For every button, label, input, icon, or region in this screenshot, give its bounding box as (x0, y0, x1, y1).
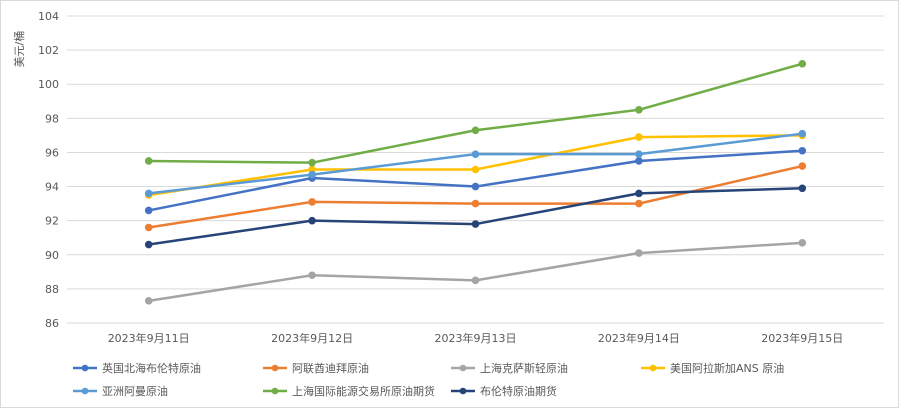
legend-swatch-marker (81, 387, 89, 395)
data-point (144, 157, 153, 165)
legend-label: 英国北海布伦特原油 (102, 361, 201, 375)
data-point (308, 216, 316, 225)
y-tick-label: 94 (45, 181, 59, 194)
legend-item: 阿联酋迪拜原油 (263, 361, 369, 375)
data-point (635, 189, 643, 198)
legend-swatch-marker (271, 364, 279, 372)
series-5 (144, 129, 807, 198)
data-point (798, 162, 807, 170)
legend-label: 阿联酋迪拜原油 (292, 361, 369, 375)
data-point (308, 158, 316, 167)
data-point (144, 189, 153, 198)
data-point (798, 239, 807, 247)
y-tick-label: 90 (45, 249, 59, 262)
legend: 英国北海布伦特原油 阿联酋迪拜原油 上海克萨斯轻原油 美国阿拉斯加ANS 原油亚洲阿曼… (73, 361, 784, 398)
legend-label: 亚洲阿曼原油 (102, 384, 168, 398)
data-point (635, 199, 643, 208)
y-tick-label: 86 (45, 317, 59, 330)
x-tick-label: 2023年9月14日 (598, 331, 680, 345)
data-point (798, 129, 807, 138)
legend-item: 上海克萨斯轻原油 (451, 361, 568, 375)
data-point (144, 240, 153, 249)
data-point (471, 150, 480, 158)
series-line (148, 62, 803, 164)
series-line (148, 241, 803, 303)
data-point (635, 249, 643, 257)
data-point (635, 133, 643, 141)
data-point (471, 165, 480, 174)
legend-item: 英国北海布伦特原油 (73, 361, 201, 375)
data-point (471, 126, 480, 135)
data-point (144, 223, 153, 232)
legend-swatch-marker (271, 387, 279, 395)
data-point (635, 106, 643, 114)
series-3 (144, 239, 807, 305)
legend-item: 亚洲阿曼原油 (73, 384, 168, 398)
data-point (144, 297, 153, 305)
legend-label: 美国阿拉斯加ANS 原油 (670, 361, 784, 375)
x-tick-label: 2023年9月13日 (435, 331, 517, 345)
data-point (308, 198, 316, 206)
series-line (148, 187, 803, 246)
data-point (471, 182, 480, 191)
y-tick-label: 96 (45, 146, 59, 159)
data-point (471, 276, 480, 285)
x-tick-label: 2023年9月15日 (761, 331, 843, 345)
y-axis-label: 美元/桶 (12, 31, 26, 68)
legend-swatch-marker (81, 364, 89, 372)
series-6 (144, 59, 807, 167)
series-line (148, 164, 803, 229)
data-point (471, 220, 480, 228)
legend-swatch-marker (649, 364, 657, 372)
data-point (635, 157, 643, 165)
series-1 (144, 146, 807, 215)
y-tick-label: 92 (45, 215, 59, 228)
data-point (798, 184, 807, 193)
y-tick-label: 102 (38, 44, 59, 57)
legend-label: 上海克萨斯轻原油 (480, 361, 568, 375)
x-axis-ticks: 2023年9月11日 2023年9月12日 2023年9月13日 2023年9月14日… (108, 331, 844, 345)
data-point (798, 146, 807, 155)
series-group (144, 59, 807, 305)
legend-label: 布伦特原油期货 (480, 384, 557, 398)
x-tick-label: 2023年9月12日 (271, 331, 353, 345)
data-point (471, 199, 480, 208)
legend-item: 上海国际能源交易所原油期货 (263, 384, 435, 398)
data-point (798, 59, 807, 68)
legend-swatch-marker (459, 364, 467, 372)
legend-swatch-marker (459, 387, 467, 395)
x-tick-label: 2023年9月11日 (108, 331, 190, 345)
data-point (308, 271, 316, 280)
data-point (144, 206, 153, 215)
data-point (635, 150, 643, 158)
y-tick-label: 88 (45, 283, 59, 296)
series-7 (144, 184, 807, 249)
data-point (308, 170, 316, 179)
legend-label: 上海国际能源交易所原油期货 (292, 384, 435, 398)
y-tick-label: 98 (45, 112, 59, 125)
y-axis-ticks: 86 88 90 92 94 96 98 100 102 104 (38, 10, 59, 330)
y-tick-label: 100 (38, 78, 59, 91)
y-tick-label: 104 (38, 10, 59, 23)
legend-item: 美国阿拉斯加ANS 原油 (641, 361, 784, 375)
legend-item: 布伦特原油期货 (451, 384, 557, 398)
